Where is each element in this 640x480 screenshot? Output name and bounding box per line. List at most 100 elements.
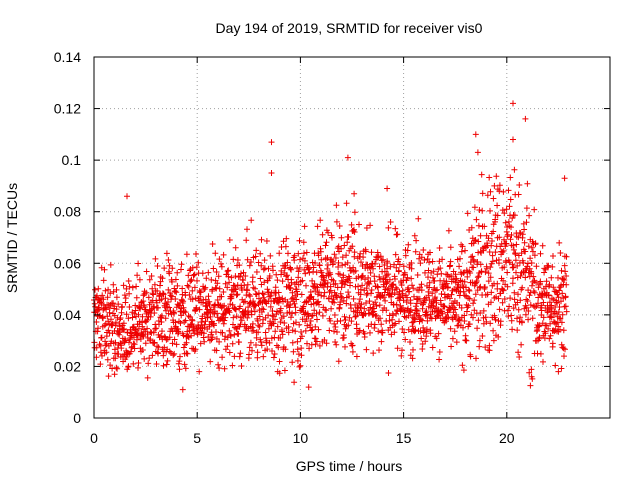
data-point <box>401 329 408 336</box>
data-point <box>240 299 247 306</box>
data-point <box>510 275 516 282</box>
data-point <box>351 249 358 256</box>
data-point <box>147 336 154 343</box>
data-point <box>118 309 125 316</box>
data-point <box>288 279 295 286</box>
data-point <box>120 320 127 327</box>
data-point <box>499 286 506 293</box>
data-point <box>199 270 206 277</box>
data-point <box>545 262 552 269</box>
x-tick-label: 20 <box>499 430 515 446</box>
data-point <box>185 283 192 290</box>
data-point <box>387 263 394 270</box>
data-point <box>265 312 272 319</box>
data-point <box>129 284 136 291</box>
data-point <box>366 264 373 271</box>
data-point <box>351 229 358 235</box>
data-point <box>433 335 440 342</box>
data-point <box>216 256 223 263</box>
data-point <box>196 368 203 375</box>
data-point <box>244 281 251 288</box>
data-point <box>317 248 324 255</box>
data-point <box>452 271 459 278</box>
data-point <box>110 281 117 288</box>
data-point <box>288 314 294 321</box>
data-point <box>341 242 348 249</box>
data-point <box>546 299 553 306</box>
data-point <box>470 264 477 271</box>
data-point <box>169 278 175 285</box>
data-point <box>154 288 161 294</box>
data-point <box>475 273 482 280</box>
data-point <box>385 370 392 376</box>
data-point <box>353 353 360 360</box>
data-point <box>548 274 555 281</box>
data-point <box>153 325 160 332</box>
data-point <box>497 290 504 297</box>
data-point <box>394 231 401 238</box>
data-point <box>462 247 468 254</box>
data-point <box>222 333 229 340</box>
data-point <box>464 210 471 217</box>
data-point <box>287 285 294 292</box>
data-point <box>261 279 268 286</box>
data-point <box>298 291 305 298</box>
data-point <box>483 265 490 272</box>
data-point <box>155 350 162 357</box>
data-point <box>430 268 437 275</box>
data-point <box>409 282 415 289</box>
data-point <box>422 338 429 345</box>
data-point <box>274 277 281 284</box>
data-point <box>202 318 209 325</box>
data-point <box>492 249 499 256</box>
data-point <box>159 275 166 282</box>
data-point <box>313 283 320 290</box>
data-point <box>319 231 326 238</box>
data-point <box>486 249 493 255</box>
data-point <box>514 327 521 334</box>
data-point <box>461 278 468 285</box>
data-point <box>326 327 333 334</box>
data-point <box>234 291 241 298</box>
data-point <box>354 304 361 311</box>
data-point <box>515 349 522 356</box>
data-point <box>296 264 303 271</box>
data-point <box>418 335 425 342</box>
data-point <box>349 342 356 349</box>
data-point <box>503 240 510 247</box>
data-point <box>447 258 454 265</box>
data-point <box>277 305 284 312</box>
data-point <box>159 328 165 335</box>
data-point <box>417 260 424 267</box>
data-point <box>222 346 229 353</box>
data-point <box>211 322 217 329</box>
data-point <box>120 282 127 289</box>
data-point <box>355 273 362 280</box>
data-point <box>227 333 234 339</box>
data-point <box>124 193 130 200</box>
data-point <box>448 291 455 298</box>
data-point <box>340 272 347 279</box>
data-point <box>103 306 110 313</box>
data-point <box>394 345 401 352</box>
data-point <box>357 286 364 293</box>
data-point <box>375 284 381 291</box>
data-point <box>113 294 120 301</box>
data-point <box>313 338 320 345</box>
data-point <box>487 274 494 281</box>
data-point <box>105 327 112 334</box>
data-point <box>131 341 138 348</box>
data-point <box>222 280 229 287</box>
data-point <box>143 268 150 275</box>
data-point <box>490 327 497 334</box>
data-point <box>453 312 460 318</box>
data-point <box>213 269 220 275</box>
data-point <box>517 273 524 279</box>
data-point <box>434 271 441 278</box>
data-point <box>310 264 317 271</box>
data-point <box>104 294 111 301</box>
data-point <box>291 300 298 307</box>
data-point <box>540 314 547 321</box>
data-point <box>531 206 538 213</box>
data-point <box>451 328 458 335</box>
